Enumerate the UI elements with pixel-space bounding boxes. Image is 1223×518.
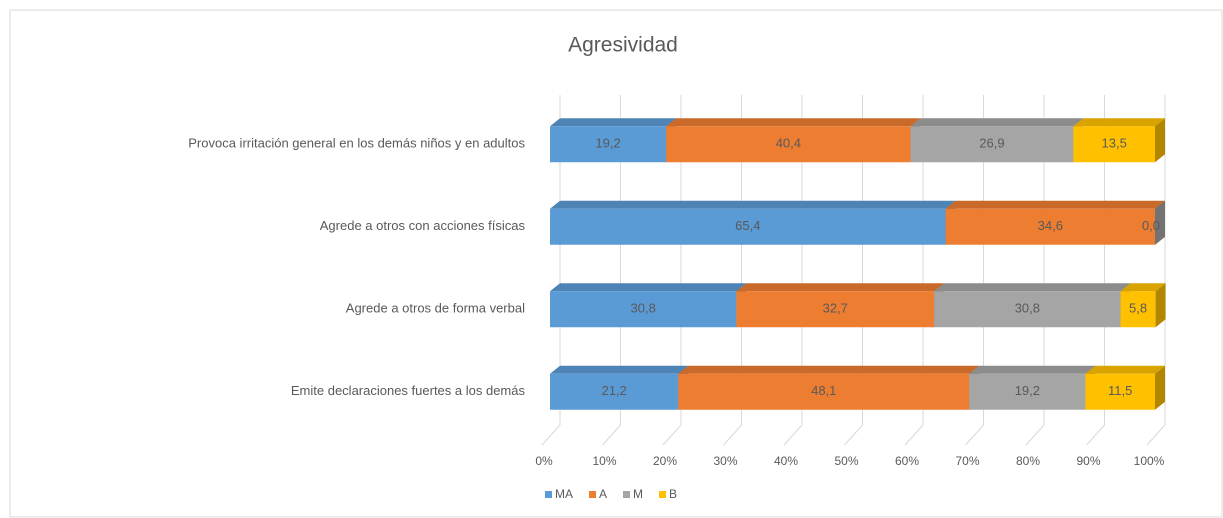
bar [678, 373, 970, 410]
bar-top [550, 283, 747, 292]
bar [666, 126, 911, 163]
bar-side [1155, 200, 1165, 245]
floor-line [1025, 424, 1045, 446]
x-tick-label: 80% [1016, 454, 1040, 468]
bar-top [678, 365, 980, 374]
data-label: 19,2 [1015, 383, 1040, 398]
data-label: 65,4 [735, 218, 760, 233]
x-tick-label: 50% [834, 454, 858, 468]
x-tick-label: 70% [955, 454, 979, 468]
legend-label: M [633, 487, 643, 501]
floor-line [783, 424, 803, 446]
floor-line [1086, 424, 1105, 446]
bar [910, 126, 1074, 163]
legend-swatch [545, 491, 552, 498]
legend-swatch [659, 491, 667, 498]
data-label: 5,8 [1129, 301, 1147, 316]
legend-label: MA [555, 487, 573, 501]
data-label: 48,1 [811, 383, 836, 398]
bar-side [1155, 118, 1165, 163]
data-label: 19,2 [595, 136, 620, 151]
bar [550, 126, 667, 163]
bar-top [1120, 283, 1166, 292]
floor-line [541, 424, 561, 446]
bar [550, 373, 679, 410]
y-tick-label: Agrede a otros de forma verbal [346, 301, 525, 316]
bar-top [550, 365, 689, 374]
data-label: 30,8 [1015, 301, 1040, 316]
y-tick-label: Agrede a otros con acciones físicas [320, 218, 526, 233]
legend-label: B [669, 487, 677, 501]
legend-swatch [589, 491, 596, 498]
x-tick-label: 90% [1076, 454, 1100, 468]
legend-swatch [623, 491, 631, 498]
data-label: 0,0 [1142, 218, 1160, 233]
legend-label: A [599, 487, 607, 501]
y-tick-label: Emite declaraciones fuertes a los demás [291, 383, 526, 398]
floor-line [904, 424, 924, 446]
data-label: 21,2 [601, 383, 626, 398]
floor-line [662, 424, 682, 446]
bar [945, 208, 1155, 245]
bar [1073, 126, 1155, 163]
bar [550, 291, 737, 328]
bar-side [1155, 283, 1166, 328]
data-label: 30,8 [631, 301, 656, 316]
bar [1120, 291, 1156, 328]
bar-top [736, 283, 945, 292]
bar-top [934, 283, 1131, 292]
bar [736, 291, 935, 328]
data-label: 32,7 [823, 301, 848, 316]
data-label: 13,5 [1102, 136, 1127, 151]
bar-top [550, 118, 677, 127]
floor-line [602, 424, 621, 446]
x-tick-label: 100% [1134, 454, 1165, 468]
data-label: 11,5 [1108, 383, 1132, 398]
bar-side [1155, 365, 1165, 410]
data-label: 26,9 [979, 136, 1004, 151]
floor-line [965, 424, 984, 446]
chart-border [9, 9, 1223, 518]
x-tick-label: 60% [895, 454, 919, 468]
bar-top [550, 200, 956, 209]
floor-line [1146, 424, 1166, 446]
bar-top [969, 365, 1096, 374]
bar [550, 208, 946, 245]
bar-top [1073, 118, 1165, 127]
bar [934, 291, 1121, 328]
bar [1085, 373, 1155, 410]
data-label: 40,4 [776, 136, 801, 151]
x-tick-label: 20% [653, 454, 677, 468]
y-tick-label: Provoca irritación general en los demás … [188, 136, 525, 151]
floor-line [844, 424, 863, 446]
bar-top [666, 118, 921, 127]
x-tick-label: 40% [774, 454, 798, 468]
data-label: 34,6 [1038, 218, 1063, 233]
x-tick-label: 10% [592, 454, 616, 468]
chart-title: Agresividad [568, 34, 678, 57]
x-tick-label: 0% [535, 454, 553, 468]
bar-top [1085, 365, 1165, 374]
bar [969, 373, 1086, 410]
bar-top [910, 118, 1084, 127]
x-tick-label: 30% [713, 454, 737, 468]
floor-line [723, 424, 742, 446]
bar-top [945, 200, 1165, 209]
